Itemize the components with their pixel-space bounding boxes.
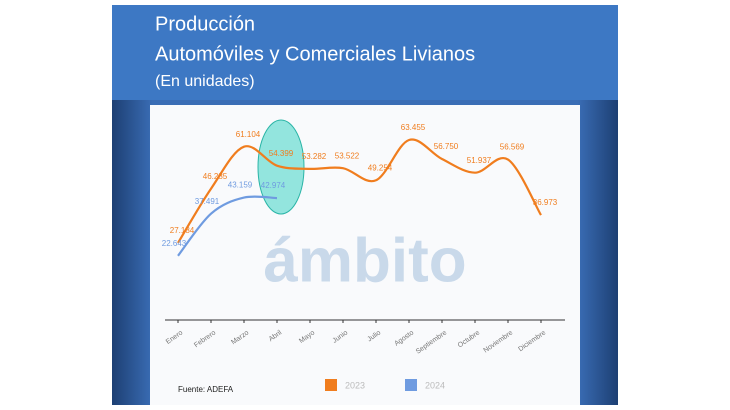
data-label: 53.522 [335, 151, 360, 160]
chart-panel [150, 105, 580, 405]
data-label: 46.285 [203, 172, 228, 181]
legend-swatch [325, 379, 337, 391]
data-label: 56.569 [500, 143, 525, 152]
data-label: 49.254 [368, 163, 393, 172]
legend-swatch [405, 379, 417, 391]
data-label: 56.750 [434, 142, 459, 151]
data-label: 53.282 [302, 152, 327, 161]
data-label: 42.974 [261, 181, 286, 190]
data-label: 36.973 [533, 198, 558, 207]
data-label: 27.184 [170, 226, 195, 235]
source: Fuente: ADEFA [178, 385, 234, 394]
header [112, 5, 618, 100]
data-label: 61.104 [236, 130, 261, 139]
legend-label: 2024 [425, 380, 445, 390]
chart-title: Producción [155, 13, 255, 35]
data-label: 22.643 [162, 239, 187, 248]
series-line [177, 138, 542, 244]
data-label: 51.937 [467, 156, 492, 165]
data-label: 37.491 [195, 197, 220, 206]
chart-title: Automóviles y Comerciales Livianos [155, 43, 475, 65]
data-label: 43.159 [228, 181, 253, 190]
data-label: 54.399 [269, 149, 294, 158]
watermark: ámbito [263, 226, 466, 295]
chart-subtitle: (En unidades) [155, 73, 255, 90]
data-label: 63.455 [401, 123, 426, 132]
series-line [177, 195, 278, 257]
legend-label: 2023 [345, 380, 365, 390]
